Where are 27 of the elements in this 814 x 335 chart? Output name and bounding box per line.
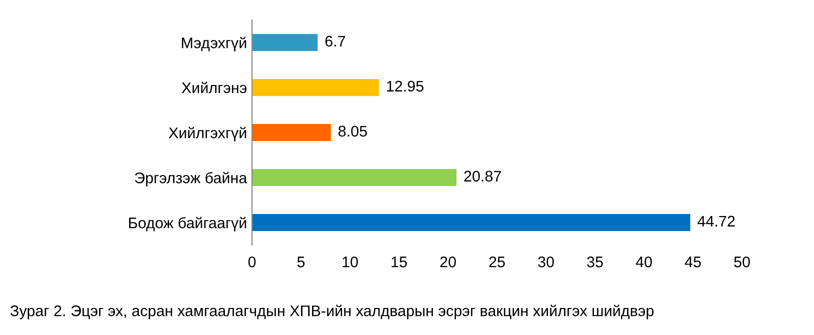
x-tick-label: 40 xyxy=(636,256,652,268)
data-label: 12.95 xyxy=(387,80,424,92)
x-tick-label: 25 xyxy=(489,256,505,268)
x-tick-label: 45 xyxy=(684,256,701,268)
y-tick-label: Хийлгэхгүй xyxy=(168,126,246,142)
y-tick-label: Мэдэхгүй xyxy=(182,36,246,52)
x-tick-label: 15 xyxy=(392,256,407,268)
data-label: 8.05 xyxy=(338,126,367,137)
x-tick-label: 30 xyxy=(538,256,554,268)
bar xyxy=(252,214,690,232)
bar xyxy=(252,124,331,142)
x-tick-label: 20 xyxy=(440,256,456,268)
x-tick-label: 5 xyxy=(297,256,305,268)
y-tick-label: Бодож байгаагүй xyxy=(129,216,246,232)
data-label: 20.87 xyxy=(464,170,501,182)
text: Зураг 2. Эцэг эх, асран хамгаалагчдын ХПВ-ийн халдварын эсрэг вакцин хийлгэх шийдвэр xyxy=(10,304,654,320)
bar xyxy=(252,168,457,186)
x-tick-label: 10 xyxy=(342,256,358,268)
bar xyxy=(252,34,318,52)
x-tick-label: 35 xyxy=(587,256,603,268)
x-tick-label: 50 xyxy=(734,256,750,268)
y-tick-label: Хийлгэнэ xyxy=(182,82,246,94)
y-tick-label: Эргэлзэж байна xyxy=(134,172,248,186)
data-label: 6.7 xyxy=(325,36,346,47)
bar xyxy=(252,78,379,96)
data-label: 44.72 xyxy=(698,216,735,226)
x-tick-label: 0 xyxy=(248,256,256,268)
